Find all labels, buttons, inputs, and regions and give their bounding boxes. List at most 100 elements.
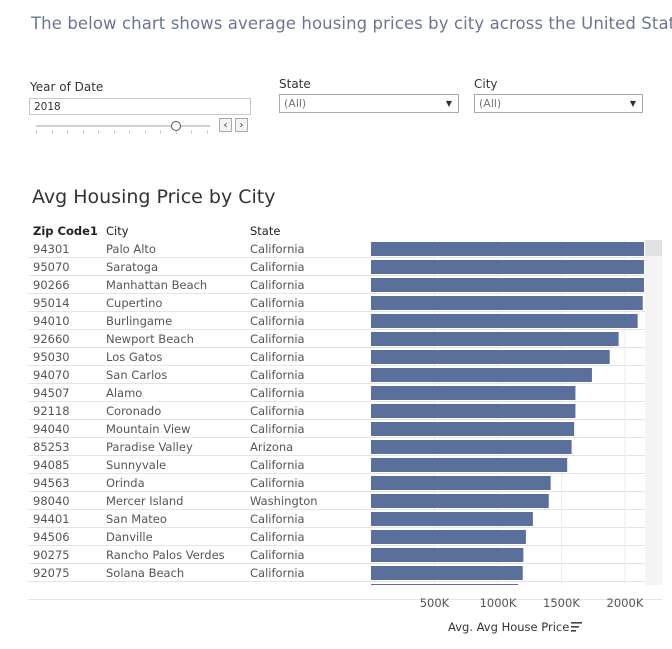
- table-row[interactable]: 98040 Mercer Island Washington: [28, 492, 662, 510]
- year-prev-button[interactable]: ‹: [219, 118, 232, 132]
- bar[interactable]: [371, 566, 523, 580]
- table-row[interactable]: 90275 Rancho Palos Verdes California: [28, 546, 662, 564]
- column-header-zip[interactable]: Zip Code1: [33, 224, 98, 238]
- slider-tick: [36, 130, 37, 134]
- table-row[interactable]: 94401 San Mateo California: [28, 510, 662, 528]
- slider-tick: [51, 130, 53, 134]
- sort-icon[interactable]: [571, 621, 583, 632]
- table-row[interactable]: 94563 Orinda California: [28, 474, 662, 492]
- table-row[interactable]: 95014 Cupertino California: [28, 294, 662, 312]
- city-cell: Sunnyvale: [106, 458, 167, 472]
- slider-tick: [206, 130, 208, 134]
- state-cell: California: [250, 404, 305, 418]
- table-row[interactable]: 94085 Sunnyvale California: [28, 456, 662, 474]
- x-tick-label: 2000K: [607, 596, 644, 610]
- city-cell: Coronado: [106, 404, 162, 418]
- year-input[interactable]: 2018: [29, 98, 251, 115]
- page-headline: The below chart shows average housing pr…: [31, 14, 672, 33]
- vertical-scrollbar[interactable]: [645, 240, 662, 585]
- row-divider: [28, 383, 662, 384]
- slider-tick: [98, 130, 99, 134]
- row-divider: [28, 599, 662, 600]
- zip-cell: 94563: [33, 476, 70, 490]
- bar[interactable]: [371, 386, 576, 400]
- scrollbar-thumb[interactable]: [645, 240, 662, 256]
- city-filter-label: City: [474, 77, 498, 91]
- table-row[interactable]: 92075 Solana Beach California: [28, 564, 662, 582]
- zip-cell: 95070: [33, 260, 70, 274]
- zip-cell: 90266: [33, 278, 70, 292]
- bar[interactable]: [371, 260, 644, 274]
- state-dropdown[interactable]: (All) ▼: [279, 94, 459, 113]
- table-row[interactable]: 95070 Saratoga California: [28, 258, 662, 276]
- city-cell: Saratoga: [106, 260, 159, 274]
- slider-tick: [82, 130, 84, 134]
- bar[interactable]: [371, 242, 644, 256]
- row-divider: [28, 455, 662, 456]
- state-cell: California: [250, 368, 305, 382]
- year-filter-label: Year of Date: [30, 80, 104, 94]
- city-dropdown[interactable]: (All) ▼: [474, 94, 643, 113]
- bar[interactable]: [371, 422, 575, 436]
- row-divider: [28, 527, 662, 528]
- table-row[interactable]: 85253 Paradise Valley Arizona: [28, 438, 662, 456]
- row-divider: [28, 401, 662, 402]
- x-axis-title[interactable]: Avg. Avg House Price: [448, 620, 570, 634]
- row-divider: [28, 329, 662, 330]
- slider-tick: [175, 130, 177, 134]
- year-slider-thumb[interactable]: [171, 121, 181, 131]
- column-header-state[interactable]: State: [250, 224, 281, 238]
- table-row[interactable]: 94040 Mountain View California: [28, 420, 662, 438]
- row-divider: [28, 365, 662, 366]
- city-cell: Newport Beach: [106, 332, 194, 346]
- bar[interactable]: [371, 530, 526, 544]
- state-cell: California: [250, 296, 305, 310]
- bar[interactable]: [371, 440, 572, 454]
- bar[interactable]: [371, 314, 638, 328]
- table-row[interactable]: 94507 Alamo California: [28, 384, 662, 402]
- state-cell: California: [250, 512, 305, 526]
- table-row[interactable]: 94070 San Carlos California: [28, 366, 662, 384]
- bar[interactable]: [371, 368, 592, 382]
- bar[interactable]: [371, 584, 519, 585]
- row-divider: [28, 545, 662, 546]
- bar[interactable]: [371, 278, 644, 292]
- row-divider: [28, 473, 662, 474]
- year-next-button[interactable]: ›: [235, 118, 248, 132]
- city-cell: Alamo: [106, 386, 143, 400]
- table-row[interactable]: 92660 Newport Beach California: [28, 330, 662, 348]
- bar[interactable]: [371, 494, 549, 508]
- city-cell: Cupertino: [106, 296, 163, 310]
- bar[interactable]: [371, 548, 524, 562]
- zip-cell: 94085: [33, 458, 70, 472]
- bar[interactable]: [371, 512, 533, 526]
- bar[interactable]: [371, 332, 619, 346]
- bar[interactable]: [371, 296, 643, 310]
- bar[interactable]: [371, 476, 551, 490]
- zip-cell: 85253: [33, 440, 70, 454]
- table-row[interactable]: [28, 582, 662, 600]
- table-row[interactable]: 94010 Burlingame California: [28, 312, 662, 330]
- city-cell: Manhattan Beach: [106, 278, 208, 292]
- zip-cell: 94010: [33, 314, 70, 328]
- state-cell: California: [250, 458, 305, 472]
- bar[interactable]: [371, 458, 568, 472]
- bar[interactable]: [371, 350, 610, 364]
- table-row[interactable]: 95030 Los Gatos California: [28, 348, 662, 366]
- city-cell: Mercer Island: [106, 494, 184, 508]
- state-cell: California: [250, 278, 305, 292]
- city-cell: Orinda: [106, 476, 145, 490]
- table-row[interactable]: 94301 Palo Alto California: [28, 240, 662, 258]
- bar[interactable]: [371, 404, 576, 418]
- row-divider: [28, 293, 662, 294]
- state-cell: Washington: [250, 494, 318, 508]
- row-divider: [28, 581, 662, 582]
- column-header-city[interactable]: City: [106, 224, 129, 238]
- zip-cell: 94401: [33, 512, 70, 526]
- table-row[interactable]: 94506 Danville California: [28, 528, 662, 546]
- slider-tick: [191, 130, 192, 134]
- year-slider-track[interactable]: [36, 125, 210, 127]
- table-row[interactable]: 92118 Coronado California: [28, 402, 662, 420]
- city-cell: Los Gatos: [106, 350, 163, 364]
- table-row[interactable]: 90266 Manhattan Beach California: [28, 276, 662, 294]
